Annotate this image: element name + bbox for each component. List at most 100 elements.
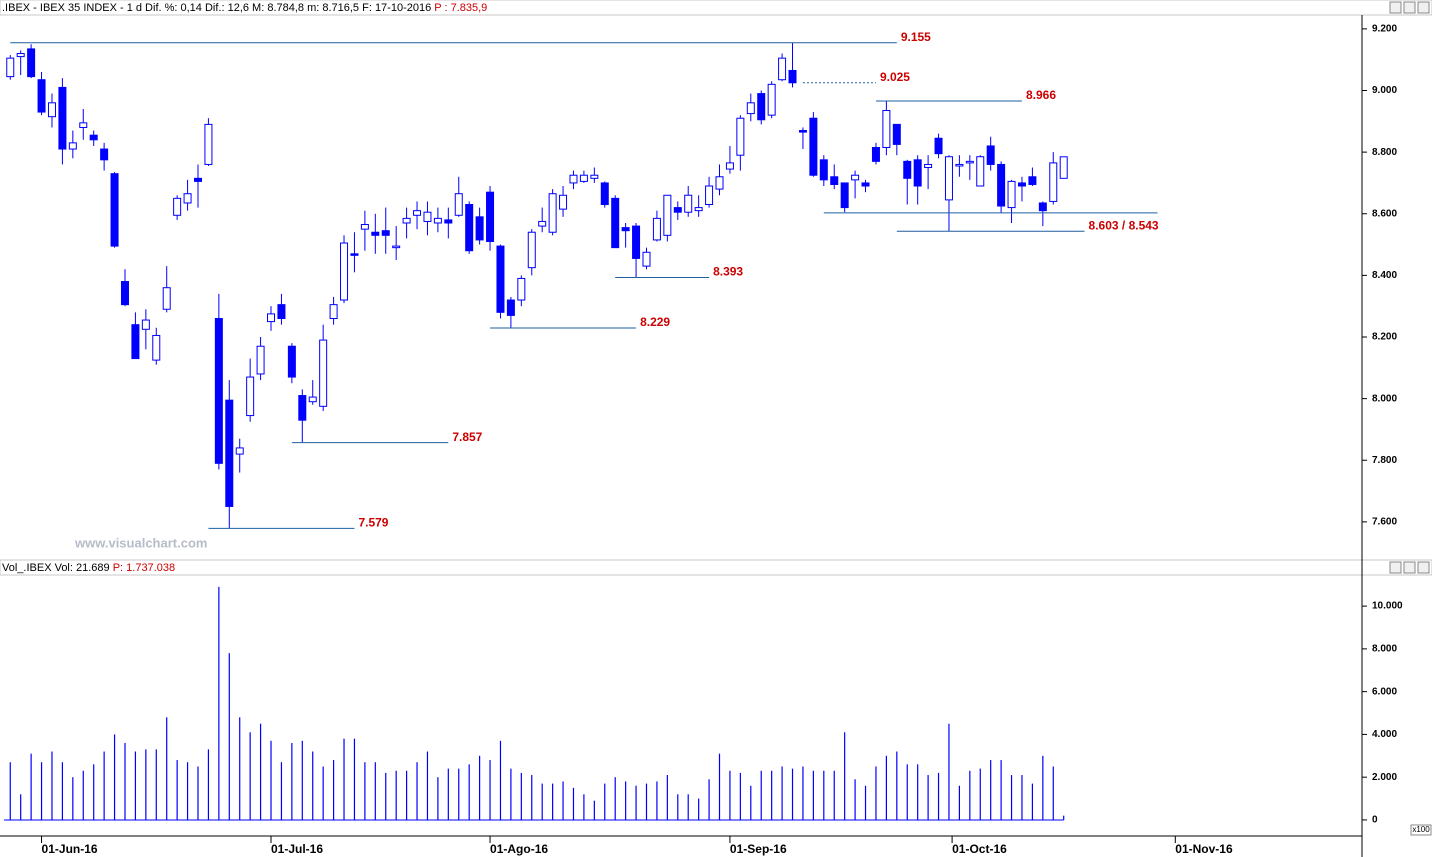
x-tick-label: 01-Jun-16 bbox=[42, 842, 98, 856]
candle-body bbox=[496, 245, 505, 313]
candle-body bbox=[830, 176, 839, 185]
candle-body bbox=[579, 174, 588, 182]
candle-body bbox=[642, 251, 651, 267]
y-tick-label: 10.000 bbox=[1372, 601, 1403, 612]
candle-body bbox=[652, 217, 661, 241]
candle-body bbox=[58, 86, 67, 150]
candle-body bbox=[37, 79, 46, 113]
candle-body bbox=[183, 193, 192, 204]
candle-body bbox=[944, 156, 953, 201]
candle-body bbox=[924, 163, 933, 169]
level-label: 7.857 bbox=[452, 430, 482, 444]
candle-body bbox=[152, 334, 161, 361]
y-tick-label: 4.000 bbox=[1372, 729, 1397, 740]
header-strip bbox=[0, 559, 1432, 576]
x-tick-label: 01-Sep-16 bbox=[730, 842, 787, 856]
candle-body bbox=[204, 123, 213, 165]
candle-body bbox=[694, 207, 703, 212]
candle-body bbox=[632, 225, 641, 259]
maximize-button[interactable] bbox=[1403, 1, 1416, 14]
y-tick-label: 8.400 bbox=[1372, 270, 1397, 281]
candle-body bbox=[120, 281, 129, 306]
title-text: .IBEX - IBEX 35 INDEX - 1 d Dif. %: 0,14… bbox=[2, 2, 431, 14]
candle-body bbox=[892, 123, 901, 145]
candle-body bbox=[79, 122, 88, 128]
candle-body bbox=[319, 339, 328, 407]
y-tick-label: 8.000 bbox=[1372, 644, 1397, 655]
candle-body bbox=[976, 156, 985, 187]
candle-body bbox=[882, 110, 891, 148]
candle-body bbox=[246, 376, 255, 417]
close-button[interactable] bbox=[1417, 561, 1430, 574]
close-button[interactable] bbox=[1417, 1, 1430, 14]
candle-body bbox=[444, 219, 453, 224]
candle-body bbox=[705, 185, 714, 205]
candle-body bbox=[590, 174, 599, 179]
candle-body bbox=[997, 163, 1006, 207]
candle-body bbox=[392, 245, 401, 249]
candle-body bbox=[162, 287, 171, 310]
maximize-button[interactable] bbox=[1403, 561, 1416, 574]
level-label: 8.229 bbox=[640, 315, 670, 329]
candle-body bbox=[538, 220, 547, 227]
candle-body bbox=[1028, 176, 1037, 185]
candle-body bbox=[16, 53, 25, 58]
candle-body bbox=[819, 159, 828, 181]
candle-body bbox=[68, 142, 77, 150]
candle-body bbox=[955, 163, 964, 167]
candle-body bbox=[903, 160, 912, 179]
candle-body bbox=[611, 197, 620, 249]
candle-body bbox=[798, 130, 807, 133]
y-tick-label: 8.600 bbox=[1372, 208, 1397, 219]
watermark: www.visualchart.com bbox=[74, 535, 207, 550]
level-label: 7.579 bbox=[358, 516, 388, 530]
minimize-button[interactable] bbox=[1389, 1, 1402, 14]
candle-body bbox=[1038, 202, 1047, 212]
candle-body bbox=[778, 57, 787, 81]
minimize-button[interactable] bbox=[1389, 561, 1402, 574]
candle-body bbox=[256, 345, 265, 375]
candle-body bbox=[673, 207, 682, 213]
candle-body bbox=[736, 117, 745, 156]
candle-body bbox=[663, 194, 672, 236]
candle-body bbox=[788, 69, 797, 84]
candle-body bbox=[225, 399, 234, 507]
candle-body bbox=[527, 231, 536, 269]
candle-body bbox=[861, 182, 870, 187]
candle-body bbox=[725, 162, 734, 170]
candle-body bbox=[475, 216, 484, 241]
price-label: P : 7.835,9 bbox=[434, 2, 487, 14]
candle-body bbox=[329, 304, 338, 320]
window-buttons[interactable] bbox=[1389, 1, 1430, 574]
candle-body bbox=[6, 57, 15, 78]
candle-body bbox=[47, 102, 56, 118]
candle-body bbox=[600, 182, 609, 205]
candle-body bbox=[517, 277, 526, 301]
candle-body bbox=[684, 194, 693, 213]
candle-body bbox=[298, 395, 307, 421]
level-label: 9.155 bbox=[901, 30, 931, 44]
candle-body bbox=[100, 148, 109, 161]
candle-body bbox=[840, 182, 849, 209]
candle-body bbox=[1017, 182, 1026, 187]
y-tick-label: 0 bbox=[1372, 815, 1378, 826]
x-tick-label: 01-Ago-16 bbox=[490, 842, 548, 856]
candle-body bbox=[913, 159, 922, 187]
candle-body bbox=[287, 345, 296, 378]
candle-body bbox=[851, 174, 860, 181]
candle-body bbox=[308, 396, 317, 403]
candle-body bbox=[360, 224, 369, 230]
candle-body bbox=[402, 217, 411, 224]
candle-body bbox=[965, 160, 974, 164]
x-tick-label: 01-Jul-16 bbox=[271, 842, 323, 856]
level-label: 9.025 bbox=[880, 70, 910, 84]
chart-title: .IBEX - IBEX 35 INDEX - 1 d Dif. %: 0,14… bbox=[2, 2, 487, 14]
level-label: 8.966 bbox=[1026, 88, 1056, 102]
candle-body bbox=[1059, 156, 1068, 179]
candle-body bbox=[340, 242, 349, 301]
candle-body bbox=[214, 318, 223, 464]
candle-body bbox=[986, 145, 995, 165]
candle-body bbox=[350, 253, 359, 256]
